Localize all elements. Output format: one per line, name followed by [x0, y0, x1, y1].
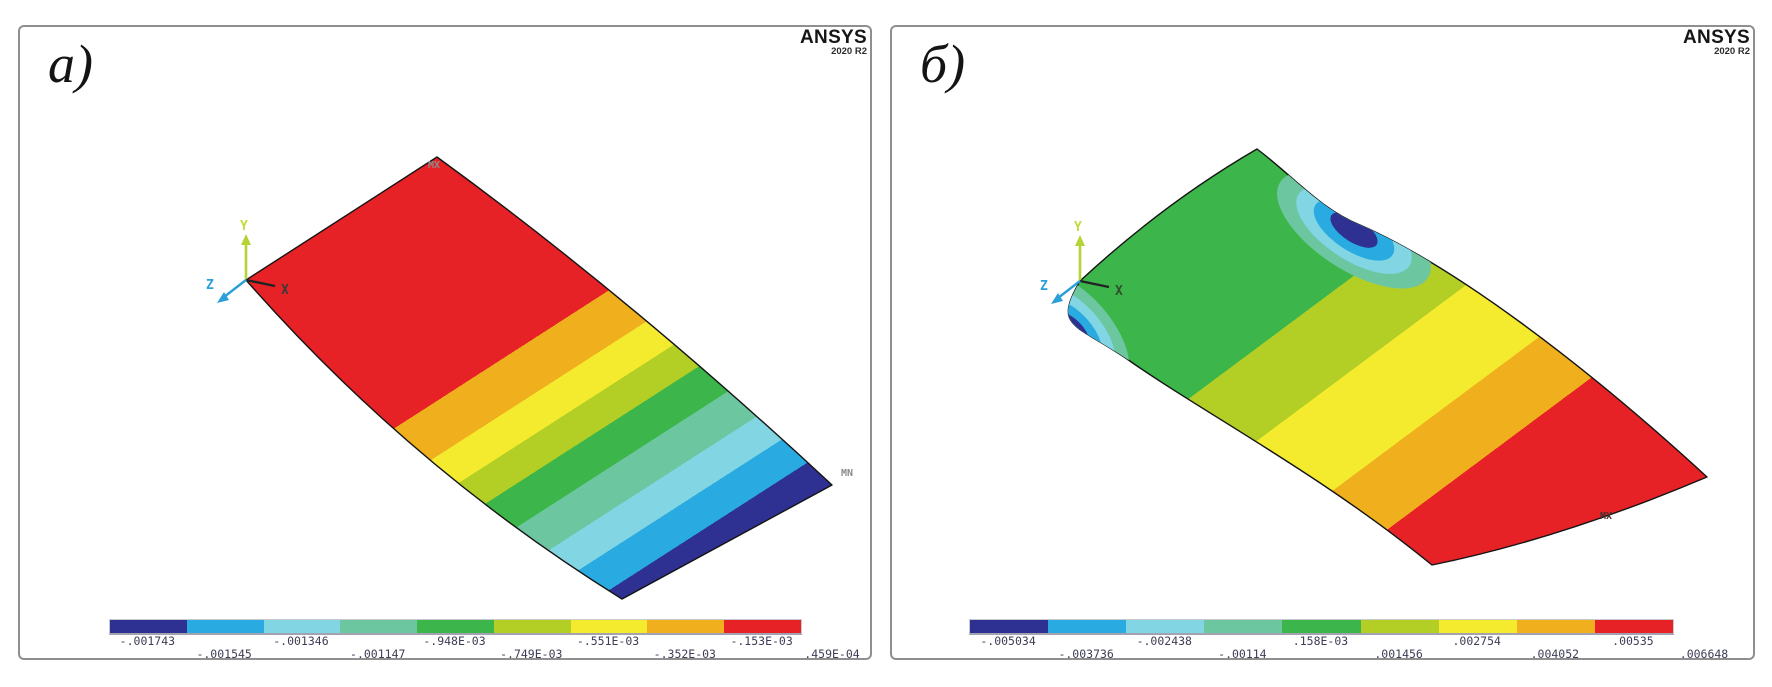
x-axis — [245, 278, 276, 288]
z-axis — [1057, 280, 1081, 299]
ansys-logo: ANSYS 2020 R2 — [1683, 28, 1750, 58]
dimple-top — [1277, 171, 1431, 289]
y-axis-arrowhead — [241, 234, 251, 245]
subfigure-label-a: а) — [48, 34, 93, 94]
subfigure-label-b: б) — [920, 34, 966, 94]
coordinate-triad: Y X Z — [206, 219, 289, 303]
z-axis-arrowhead — [217, 292, 229, 303]
x-axis-label: X — [1115, 284, 1123, 299]
coordinate-triad: Y X Z — [1040, 220, 1123, 304]
contour-plot-b: Y X Z MX — [1040, 148, 1708, 566]
viewport-panel-a: а) ANSYS 2020 R2 — [18, 25, 872, 661]
plate-surface — [245, 156, 833, 600]
y-axis-label: Y — [1074, 220, 1082, 235]
contour-plot-a: Y X Z MX MN — [206, 156, 853, 600]
z-axis-arrowhead — [1051, 293, 1063, 304]
max-marker: MX — [428, 160, 440, 171]
y-axis-arrowhead — [1075, 235, 1085, 246]
ansys-logo-name: ANSYS — [1683, 27, 1750, 48]
z-axis-label: Z — [1040, 279, 1048, 294]
z-axis-label: Z — [206, 278, 214, 293]
x-axis — [1079, 279, 1110, 289]
z-axis — [223, 279, 247, 298]
dimple-core-navy — [1330, 212, 1378, 248]
viewport-panel-b: б) ANSYS 2020 R2 — [890, 25, 1755, 661]
min-marker: MN — [841, 468, 853, 479]
ansys-logo-name: ANSYS — [800, 27, 867, 48]
max-marker: MX — [1600, 511, 1612, 522]
plate-surface — [1067, 148, 1708, 566]
x-axis-label: X — [281, 283, 289, 298]
ansys-logo: ANSYS 2020 R2 — [800, 28, 867, 58]
y-axis-label: Y — [240, 219, 248, 234]
ansys-logo-version: 2020 R2 — [831, 46, 867, 57]
ansys-logo-version: 2020 R2 — [1714, 46, 1750, 57]
